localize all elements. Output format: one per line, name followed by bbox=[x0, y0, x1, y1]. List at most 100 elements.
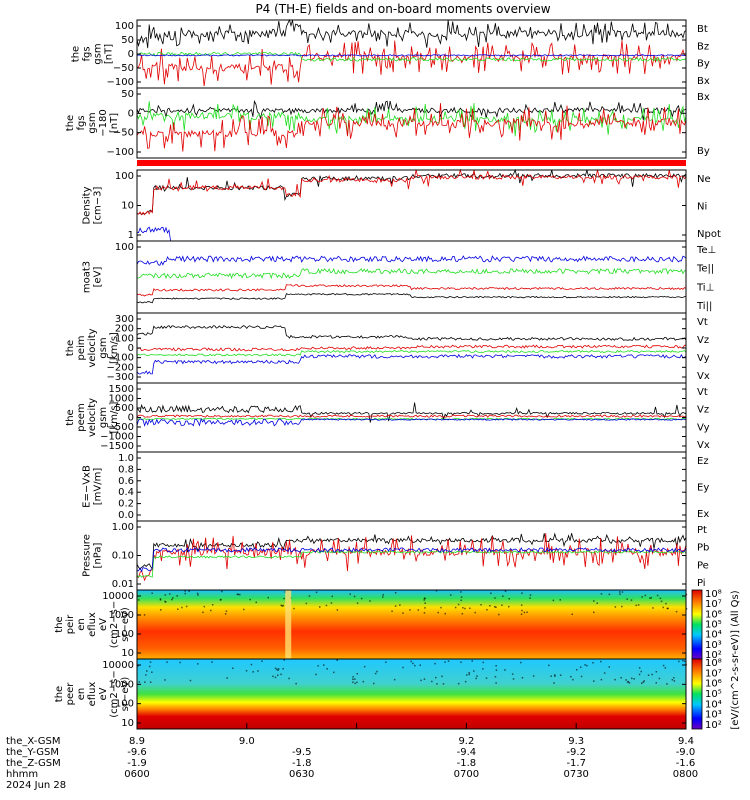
spectrogram-pixel bbox=[554, 674, 556, 676]
panel-frame bbox=[136, 451, 687, 522]
spectrogram-pixel bbox=[685, 608, 688, 610]
colorbar-label: [eV/(cm^2-s-sr-eV)] (All Qs) bbox=[730, 590, 741, 729]
spectrogram-pixel bbox=[226, 677, 228, 679]
spectrogram-pixel bbox=[164, 600, 166, 603]
colorbar-tick-label: 10⁵ bbox=[705, 620, 722, 631]
y-tick-label: −100 bbox=[107, 77, 134, 88]
spectrogram-pixel bbox=[464, 607, 466, 610]
spectrogram-pixel bbox=[593, 611, 595, 614]
spectrogram-pixel bbox=[635, 604, 637, 607]
y-axis-label: eV bbox=[98, 618, 109, 631]
spectrogram-pixel bbox=[619, 593, 621, 595]
y-axis-label: [eV] bbox=[93, 267, 104, 288]
spectrogram-pixel bbox=[529, 597, 531, 599]
spectrogram-pixel bbox=[444, 661, 446, 663]
spectrogram-pixel bbox=[137, 664, 139, 667]
spectrogram-pixel bbox=[462, 607, 464, 609]
legend-entry: Vx bbox=[697, 371, 710, 382]
colorbar-tick-label: 10³ bbox=[705, 640, 722, 651]
spectrogram-pixel bbox=[250, 663, 253, 666]
spectrogram-pixel bbox=[682, 659, 684, 662]
spectrogram-pixel bbox=[356, 681, 358, 684]
spectrogram-pixel bbox=[442, 683, 445, 685]
panel-frame bbox=[136, 658, 687, 730]
ephemeris-value: -9.2 bbox=[566, 747, 586, 758]
y-axis-label: peer bbox=[65, 682, 76, 706]
y-tick-label: 1.0 bbox=[118, 453, 134, 464]
legend-entry: By bbox=[697, 59, 710, 70]
spectrogram-pixel bbox=[414, 664, 416, 667]
y-axis-label: sr−eV) bbox=[120, 607, 131, 642]
spectrogram-pixel bbox=[331, 595, 333, 598]
spectrogram-pixel bbox=[424, 607, 426, 609]
spectrogram-pixel bbox=[374, 672, 377, 675]
spectrogram-pixel bbox=[626, 681, 629, 683]
panel-fgs-gsm: 100 50 0 −50 −100 the fgs gsm [nT] Bt Bz By Bx bbox=[71, 18, 710, 89]
legend-entry: Ex bbox=[697, 509, 709, 520]
spectrogram-pixel bbox=[159, 599, 162, 601]
spectrogram-pixel bbox=[592, 662, 594, 664]
legend-entry: Npot bbox=[697, 229, 721, 240]
spectrogram-pixel bbox=[520, 661, 522, 664]
x-tick-label: 8.9 bbox=[129, 736, 145, 747]
spectrogram-pixel bbox=[554, 675, 556, 677]
spectrogram-pixel bbox=[475, 677, 477, 680]
spectrogram-pixel bbox=[656, 594, 659, 597]
spectrogram-pixel bbox=[224, 613, 227, 615]
panel-frame bbox=[136, 87, 687, 159]
y-tick-label: −500 bbox=[107, 422, 134, 433]
y-tick-label: 0 bbox=[128, 413, 134, 424]
spectrogram-pixel bbox=[185, 605, 188, 608]
spectrogram-pixel bbox=[641, 596, 643, 598]
spectrogram-pixel bbox=[521, 677, 524, 679]
legend-entry: Bx bbox=[697, 92, 710, 103]
spectrogram-pixel bbox=[276, 668, 278, 671]
series-line-1 bbox=[136, 344, 687, 352]
y-tick-label: 0.0 bbox=[118, 510, 134, 521]
spectrogram-pixel bbox=[460, 596, 463, 598]
spectrogram-pixel bbox=[423, 597, 426, 599]
y-axis-label: Pressure bbox=[82, 534, 93, 577]
spectrogram-pixel bbox=[203, 605, 206, 608]
spectrogram-pixel bbox=[457, 682, 460, 685]
series-line-3 bbox=[136, 546, 687, 573]
y-axis-label: the bbox=[71, 46, 82, 62]
spectrogram-pixel bbox=[490, 592, 492, 594]
legend-entry: Vy bbox=[697, 422, 710, 433]
spectrogram-pixel bbox=[330, 602, 333, 604]
legend-entry: By bbox=[697, 146, 710, 157]
y-tick-label: −100 bbox=[107, 147, 134, 158]
chart-title: P4 (TH-E) fields and on-board moments ov… bbox=[255, 2, 550, 16]
colorbar-tick-label: 10⁵ bbox=[705, 689, 722, 700]
spectrogram-pixel bbox=[419, 664, 421, 666]
spectrogram-pixel bbox=[243, 608, 245, 611]
legend-entry: Vz bbox=[697, 335, 709, 346]
spectrogram-pixel bbox=[272, 675, 274, 678]
spectrogram-pixel bbox=[352, 678, 354, 680]
spectrogram-pixel bbox=[640, 670, 642, 673]
panel-fgs-gsm-clock: 50 0 −50 −100 the fgs gsm −180 [nT] Bx By bbox=[65, 87, 710, 159]
spectrogram-pixel bbox=[149, 665, 151, 668]
legend-entry: Bz bbox=[697, 41, 709, 52]
spectrogram-pixel bbox=[181, 606, 183, 609]
spectrogram-pixel bbox=[283, 659, 285, 661]
series-line-2 bbox=[136, 103, 687, 152]
series-line-2 bbox=[136, 550, 687, 578]
panel-density: 100 10 1 Density [cm−3] Ne Ni Npot bbox=[82, 168, 721, 242]
spectrogram-pixel bbox=[363, 665, 366, 668]
series-line-3 bbox=[136, 293, 686, 304]
spectrogram-pixel bbox=[650, 597, 652, 599]
spectrogram-pixel bbox=[236, 593, 239, 596]
spectrogram-pixel bbox=[638, 673, 641, 676]
spectrogram-pixel bbox=[638, 667, 641, 669]
legend-entry: Pt bbox=[697, 525, 707, 536]
spectrogram-pixel bbox=[655, 682, 657, 684]
spectrogram-pixel bbox=[633, 678, 635, 680]
spectrogram-pixel bbox=[369, 600, 371, 602]
ephemeris-value: -9.0 bbox=[676, 747, 696, 758]
y-axis-label: [nPa] bbox=[93, 542, 104, 568]
spectrogram-pixel bbox=[441, 675, 443, 678]
ephemeris-value: -1.6 bbox=[676, 758, 696, 769]
ephemeris-value: -1.8 bbox=[292, 758, 312, 769]
